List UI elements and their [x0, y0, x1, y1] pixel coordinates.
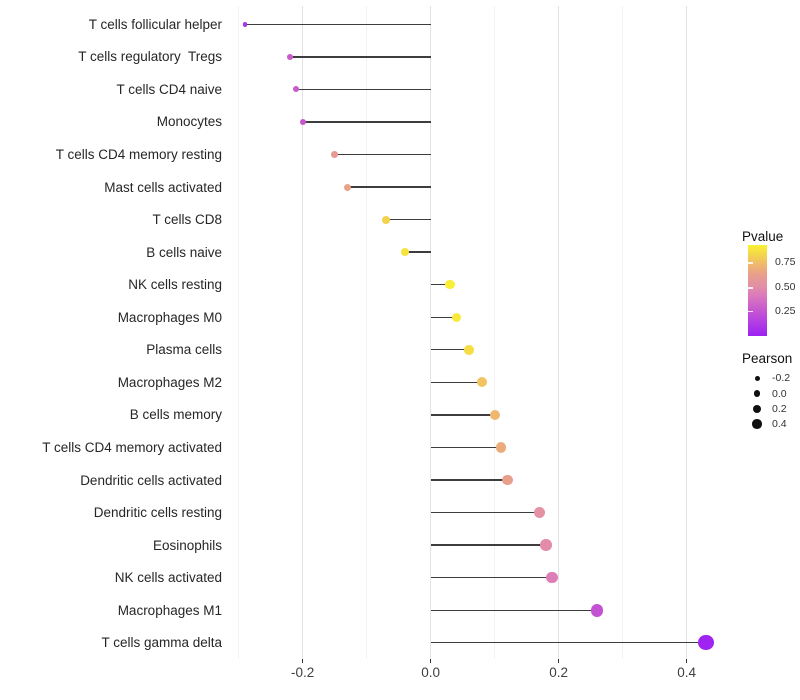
lollipop-stem [430, 576, 553, 579]
data-point [242, 21, 248, 27]
y-axis-label: T cells follicular helper [88, 16, 222, 32]
colorbar-tick [748, 310, 753, 313]
y-axis-label: T cells CD8 [152, 212, 222, 228]
y-axis-label: NK cells activated [114, 570, 222, 586]
x-gridline-major [430, 6, 432, 659]
y-axis-label: T cells CD4 memory resting [55, 147, 222, 162]
data-point [400, 247, 410, 257]
y-axis-label: T cells gamma delta [101, 635, 222, 651]
pvalue-legend-title: Pvalue [742, 229, 784, 244]
y-axis-label: NK cells resting [128, 277, 222, 293]
lollipop-stem [245, 23, 431, 25]
y-axis-label: Mast cells activated [104, 179, 222, 195]
pearson-legend-title: Pearson [742, 351, 793, 366]
lollipop-stem [430, 316, 457, 318]
lollipop-stem [405, 251, 431, 253]
x-gridline-minor [494, 6, 496, 659]
lollipop-stem [430, 479, 508, 481]
x-axis-tick [430, 659, 432, 663]
colorbar-tick [748, 287, 753, 289]
data-point [476, 377, 487, 388]
lollipop-stem [334, 153, 431, 156]
lollipop-stem [385, 218, 431, 221]
data-point [331, 151, 339, 158]
data-point [381, 215, 390, 224]
data-point [464, 344, 474, 355]
size-legend-label: -0.2 [772, 372, 791, 384]
y-axis-label: T cells CD4 naive [116, 81, 222, 97]
y-axis-label: Dendritic cells activated [80, 472, 222, 488]
x-axis-tick [558, 659, 560, 663]
lollipop-stem [289, 56, 431, 58]
lollipop-stem [430, 349, 470, 351]
lollipop-stem [430, 511, 540, 514]
lollipop-stem [347, 186, 431, 188]
data-point [540, 539, 552, 551]
size-legend-label: 0.4 [772, 418, 787, 430]
data-point [451, 312, 462, 322]
y-axis-label: Dendritic cells resting [93, 505, 222, 521]
x-axis-tick-label: 0.0 [421, 665, 441, 680]
y-axis-label: Eosinophils [152, 537, 222, 553]
x-axis-tick-label: 0.2 [549, 665, 569, 680]
x-gridline-minor [366, 6, 368, 659]
data-point [287, 54, 293, 60]
data-point [502, 474, 513, 486]
data-point [533, 506, 546, 519]
size-legend-dot [753, 404, 761, 413]
y-axis-label: B cells memory [129, 407, 222, 423]
x-axis-tick [686, 659, 688, 663]
lollipop-stem [430, 414, 495, 416]
data-point [546, 571, 559, 584]
size-legend-label: 0.2 [772, 402, 787, 415]
pvalue-colorbar [748, 245, 767, 336]
data-point [698, 635, 714, 651]
data-point [590, 603, 604, 617]
x-axis-tick-label: 0.4 [677, 665, 697, 680]
colorbar-tick [748, 262, 753, 264]
x-axis-tick-label: -0.2 [291, 665, 315, 680]
lollipop-stem [430, 446, 502, 449]
size-legend-dot [752, 419, 762, 429]
colorbar-tick-label: 0.25 [775, 304, 796, 317]
x-gridline-major [558, 6, 560, 659]
lollipop-stem [296, 88, 431, 91]
size-legend-dot [753, 390, 761, 397]
x-gridline-minor [622, 6, 624, 659]
y-axis-label: Macrophages M0 [117, 309, 222, 325]
x-gridline-major [302, 6, 304, 659]
lollipop-stem [430, 609, 598, 611]
y-axis-label: B cells naive [146, 244, 222, 260]
size-legend-label: 0.0 [772, 387, 787, 400]
y-axis-label: Macrophages M1 [117, 602, 222, 618]
y-axis-label: T cells CD4 memory activated [42, 439, 222, 455]
x-axis-tick [302, 659, 304, 663]
data-point [344, 183, 351, 191]
colorbar-tick-label: 0.50 [775, 281, 796, 293]
data-point [299, 118, 306, 125]
size-legend-dot [754, 375, 760, 381]
y-axis-label: Monocytes [156, 114, 222, 130]
colorbar-tick-label: 0.75 [775, 256, 796, 268]
x-gridline-major [686, 6, 688, 659]
data-point [445, 280, 455, 290]
y-axis-label: T cells regulatory Tregs [78, 49, 222, 65]
lollipop-stem [430, 642, 706, 644]
data-point [293, 86, 300, 93]
data-point [495, 442, 507, 453]
lollipop-stem [430, 381, 482, 384]
x-gridline-minor [238, 6, 240, 659]
y-axis-label: Macrophages M2 [117, 374, 222, 390]
data-point [489, 409, 500, 421]
lollipop-stem [302, 121, 431, 123]
y-axis-label: Plasma cells [146, 342, 222, 358]
lollipop-stem [430, 544, 546, 546]
lollipop-stem [430, 284, 450, 286]
